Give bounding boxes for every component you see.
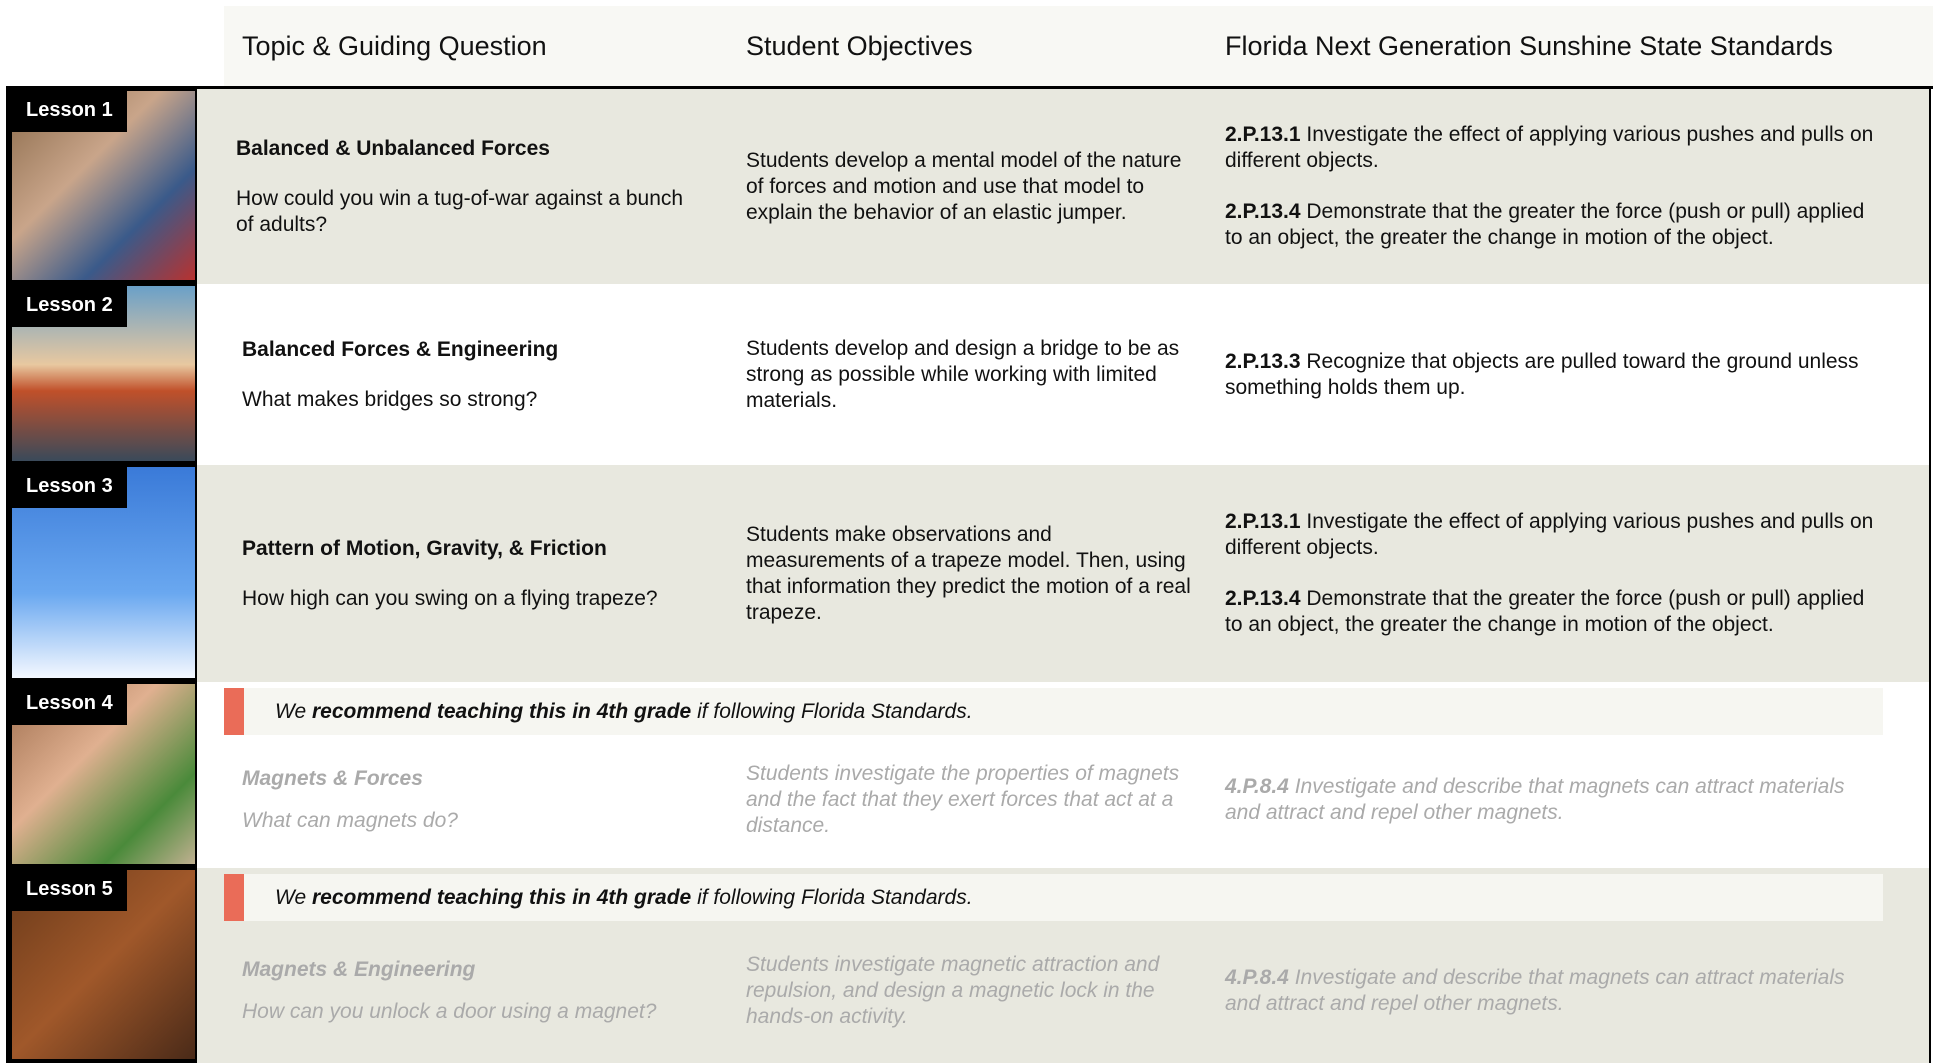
top-border bbox=[6, 86, 1933, 89]
standard-code: 2.P.13.4 bbox=[1225, 587, 1301, 610]
standard-text: Investigate the effect of applying vario… bbox=[1225, 510, 1874, 559]
objectives-cell: Students investigate magnetic attraction… bbox=[746, 918, 1196, 1063]
note-text: if following Florida Standards. bbox=[697, 885, 973, 909]
guiding-question: How could you win a tug-of-war against a… bbox=[236, 186, 684, 236]
standard-text: Recognize that objects are pulled toward… bbox=[1225, 349, 1859, 399]
guiding-question: What makes bridges so strong? bbox=[242, 387, 538, 411]
lesson-label: Lesson 2 bbox=[12, 284, 127, 327]
objectives: Students develop and design a bridge to … bbox=[746, 336, 1180, 412]
standards-cell: 4.P.8.4 Investigate and describe that ma… bbox=[1225, 732, 1885, 868]
guiding-question: How high can you swing on a flying trape… bbox=[242, 586, 658, 610]
topic: Pattern of Motion, Gravity, & Friction bbox=[242, 536, 607, 560]
lesson-label: Lesson 3 bbox=[12, 465, 127, 508]
header-bar bbox=[224, 6, 1933, 86]
recommendation-note: We recommend teaching this in 4th grade … bbox=[224, 874, 1883, 921]
note-stripe bbox=[224, 874, 244, 921]
standard: 2.P.13.3 Recognize that objects are pull… bbox=[1225, 349, 1885, 401]
standard-text: Investigate and describe that magnets ca… bbox=[1225, 775, 1845, 824]
topic: Balanced Forces & Engineering bbox=[242, 337, 559, 361]
note-emphasis: recommend teaching this in 4th grade bbox=[311, 699, 692, 723]
standard-code: 2.P.13.3 bbox=[1225, 349, 1301, 373]
standard-text: Investigate the effect of applying vario… bbox=[1225, 123, 1874, 172]
objectives: Students make observations and measureme… bbox=[746, 522, 1191, 624]
lesson-label: Lesson 1 bbox=[12, 89, 127, 132]
right-border bbox=[1929, 86, 1931, 1063]
standard-code: 2.P.13.4 bbox=[1225, 200, 1301, 223]
standard: 2.P.13.4 Demonstrate that the greater th… bbox=[1225, 199, 1885, 251]
standard-code: 2.P.13.1 bbox=[1225, 123, 1301, 146]
row-background bbox=[197, 284, 1929, 465]
column-header: Florida Next Generation Sunshine State S… bbox=[1225, 30, 1833, 61]
row-background bbox=[197, 89, 1929, 284]
note-text: if following Florida Standards. bbox=[697, 699, 973, 723]
objectives-cell: Students investigate the properties of m… bbox=[746, 732, 1196, 868]
column-header: Student Objectives bbox=[746, 30, 973, 61]
topic: Magnets & Engineering bbox=[242, 957, 476, 981]
standards-cell: 2.P.13.3 Recognize that objects are pull… bbox=[1225, 284, 1885, 465]
topic-cell: Magnets & Forces What can magnets do? bbox=[242, 732, 712, 868]
note-emphasis: recommend teaching this in 4th grade bbox=[311, 885, 692, 909]
topic: Balanced & Unbalanced Forces bbox=[236, 136, 550, 160]
objectives: Students investigate magnetic attraction… bbox=[746, 952, 1160, 1028]
standard: 4.P.8.4 Investigate and describe that ma… bbox=[1225, 774, 1885, 826]
lesson-label: Lesson 4 bbox=[12, 682, 127, 725]
standard: 2.P.13.1 Investigate the effect of apply… bbox=[1225, 122, 1885, 174]
standard: 2.P.13.4 Demonstrate that the greater th… bbox=[1225, 586, 1885, 638]
topic-cell: Balanced & Unbalanced Forces How could yo… bbox=[236, 89, 706, 284]
objectives: Students investigate the properties of m… bbox=[746, 762, 1180, 837]
objectives-cell: Students develop a mental model of the n… bbox=[746, 89, 1196, 284]
standard-code: 2.P.13.1 bbox=[1225, 510, 1301, 533]
standards-cell: 2.P.13.1 Investigate the effect of apply… bbox=[1225, 89, 1885, 284]
note-stripe bbox=[224, 688, 244, 735]
topic-cell: Balanced Forces & Engineering What makes … bbox=[242, 284, 712, 465]
standard: 2.P.13.1 Investigate the effect of apply… bbox=[1225, 509, 1885, 561]
standard-code: 4.P.8.4 bbox=[1225, 775, 1289, 798]
recommendation-note: We recommend teaching this in 4th grade … bbox=[224, 688, 1883, 735]
objectives-cell: Students develop and design a bridge to … bbox=[746, 284, 1196, 465]
topic: Magnets & Forces bbox=[242, 767, 423, 790]
guiding-question: How can you unlock a door using a magnet… bbox=[242, 999, 657, 1023]
standard-text: Investigate and describe that magnets ca… bbox=[1225, 965, 1845, 1015]
note-text: We bbox=[275, 699, 307, 723]
standard: 4.P.8.4 Investigate and describe that ma… bbox=[1225, 965, 1885, 1017]
standard-text: Demonstrate that the greater the force (… bbox=[1225, 587, 1865, 636]
standards-cell: 4.P.8.4 Investigate and describe that ma… bbox=[1225, 918, 1885, 1063]
row-background bbox=[197, 465, 1929, 682]
note-text: We bbox=[275, 885, 307, 909]
topic-cell: Magnets & Engineering How can you unlock … bbox=[242, 918, 712, 1063]
topic-cell: Pattern of Motion, Gravity, & Friction Ho… bbox=[242, 465, 712, 682]
standards-cell: 2.P.13.1 Investigate the effect of apply… bbox=[1225, 465, 1885, 682]
guiding-question: What can magnets do? bbox=[242, 809, 458, 832]
standard-text: Demonstrate that the greater the force (… bbox=[1225, 200, 1865, 249]
objectives-cell: Students make observations and measureme… bbox=[746, 465, 1196, 682]
standard-code: 4.P.8.4 bbox=[1225, 965, 1289, 989]
objectives: Students develop a mental model of the n… bbox=[746, 148, 1182, 224]
lesson-label: Lesson 5 bbox=[12, 868, 127, 911]
column-header: Topic & Guiding Question bbox=[242, 30, 547, 61]
